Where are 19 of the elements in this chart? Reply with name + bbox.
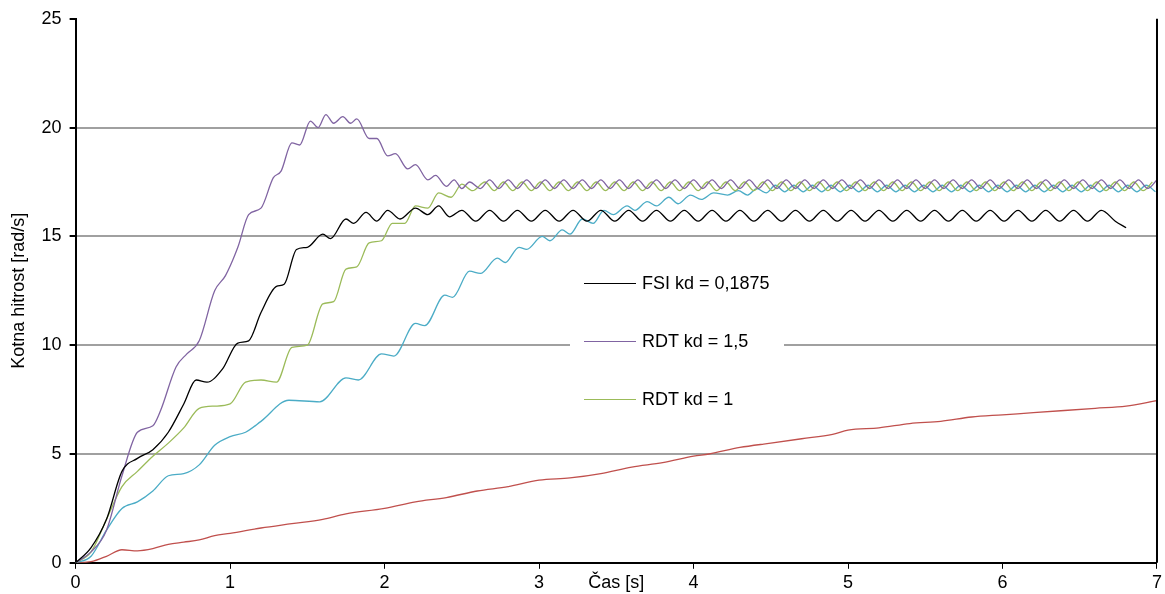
y-tick-label: 5 — [51, 442, 62, 463]
x-tick-label: 5 — [843, 571, 854, 592]
y-tick-label: 20 — [41, 116, 62, 137]
x-tick-label: 3 — [534, 571, 545, 592]
y-tick-label: 25 — [41, 7, 62, 28]
x-tick-label: 4 — [688, 571, 699, 592]
x-tick-label: 7 — [1151, 571, 1162, 592]
y-axis-title: Kotna hitrost [rad/s] — [7, 212, 28, 369]
y-tick-label: 0 — [51, 551, 62, 572]
x-tick-label: 1 — [225, 571, 236, 592]
y-tick-label: 15 — [41, 225, 62, 246]
x-tick-label: 0 — [70, 571, 81, 592]
y-tick-label: 10 — [41, 334, 62, 355]
x-tick-label: 2 — [379, 571, 390, 592]
legend-label: RDT kd = 1 — [642, 388, 734, 410]
x-axis-title: Čas [s] — [588, 571, 645, 593]
legend-label: RDT kd = 1,5 — [642, 330, 749, 352]
x-tick-label: 6 — [997, 571, 1008, 592]
legend-label: FSI kd = 0,1875 — [642, 272, 770, 294]
